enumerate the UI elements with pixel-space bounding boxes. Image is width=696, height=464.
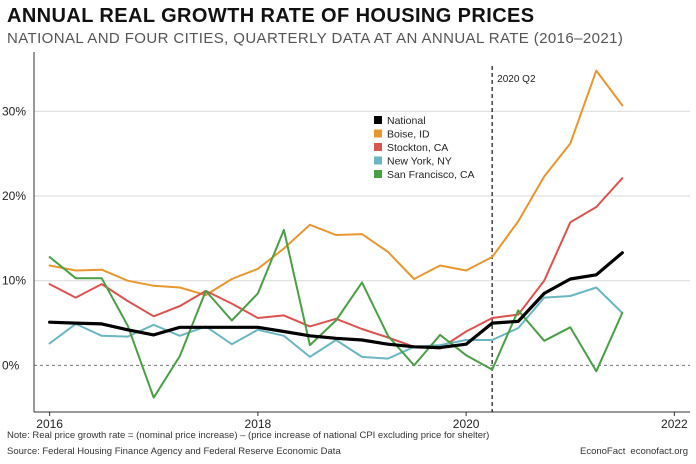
y-tick-label: 30% [2, 104, 26, 118]
series-lines [47, 69, 624, 399]
legend-label-national: National [387, 115, 426, 127]
legend-swatch-stockton-ca [374, 143, 382, 151]
y-tick-label: 0% [2, 358, 20, 372]
axes: 0% 10% 20% 30% 2016 2018 2020 2022 [2, 52, 690, 431]
credit-site: econofact.org [630, 446, 688, 457]
legend-swatch-san-francisco-ca [374, 170, 382, 178]
chart-subtitle: NATIONAL AND FOUR CITIES, QUARTERLY DATA… [7, 30, 624, 47]
x-tick-label: 2022 [661, 417, 688, 431]
series-line-national [47, 251, 624, 350]
credit-name: EconoFact [580, 446, 626, 457]
footnote: Note: Real price growth rate = (nominal … [7, 430, 490, 441]
series-line-san-francisco-ca [48, 228, 624, 399]
legend-swatch-national [374, 116, 382, 124]
series-line-boise-id [48, 69, 624, 297]
series-line-new-york-ny [48, 286, 624, 360]
x-tick-label: 2020 [453, 417, 480, 431]
series-line-stockton-ca [48, 177, 624, 350]
legend-label-boise-id: Boise, ID [387, 129, 430, 141]
legend-label-new-york-ny: New York, NY [387, 156, 452, 168]
legend-swatch-new-york-ny [374, 156, 382, 165]
legend-label-stockton-ca: Stockton, CA [387, 142, 448, 154]
y-tick-label: 20% [2, 189, 26, 203]
credit: EconoFact econofact.org [580, 446, 688, 457]
annotation-label: 2020 Q2 [497, 74, 536, 85]
chart-title: ANNUAL REAL GROWTH RATE OF HOUSING PRICE… [7, 5, 535, 27]
gridlines [34, 110, 690, 366]
y-tick-label: 10% [2, 274, 26, 288]
x-tick-label: 2016 [36, 417, 63, 431]
x-tick-label: 2018 [245, 417, 272, 431]
source-note: Source: Federal Housing Finance Agency a… [7, 446, 341, 457]
annotation: 2020 Q2 [491, 66, 536, 412]
legend-swatch-boise-id [374, 129, 382, 138]
legend-label-san-francisco-ca: San Francisco, CA [387, 169, 475, 181]
